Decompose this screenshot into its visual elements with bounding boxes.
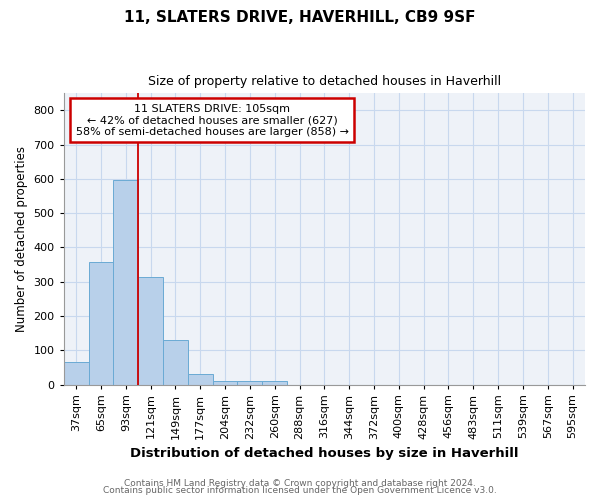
Bar [64, 362, 89, 384]
Title: Size of property relative to detached houses in Haverhill: Size of property relative to detached ho… [148, 75, 501, 88]
Bar [262, 381, 287, 384]
Y-axis label: Number of detached properties: Number of detached properties [15, 146, 28, 332]
Text: 11, SLATERS DRIVE, HAVERHILL, CB9 9SF: 11, SLATERS DRIVE, HAVERHILL, CB9 9SF [124, 10, 476, 25]
X-axis label: Distribution of detached houses by size in Haverhill: Distribution of detached houses by size … [130, 447, 518, 460]
Bar [188, 374, 212, 384]
Bar [138, 276, 163, 384]
Bar [89, 262, 113, 384]
Bar [212, 381, 238, 384]
Text: 11 SLATERS DRIVE: 105sqm
← 42% of detached houses are smaller (627)
58% of semi-: 11 SLATERS DRIVE: 105sqm ← 42% of detach… [76, 104, 349, 136]
Text: Contains HM Land Registry data © Crown copyright and database right 2024.: Contains HM Land Registry data © Crown c… [124, 478, 476, 488]
Bar [163, 340, 188, 384]
Text: Contains public sector information licensed under the Open Government Licence v3: Contains public sector information licen… [103, 486, 497, 495]
Bar [113, 180, 138, 384]
Bar [238, 381, 262, 384]
